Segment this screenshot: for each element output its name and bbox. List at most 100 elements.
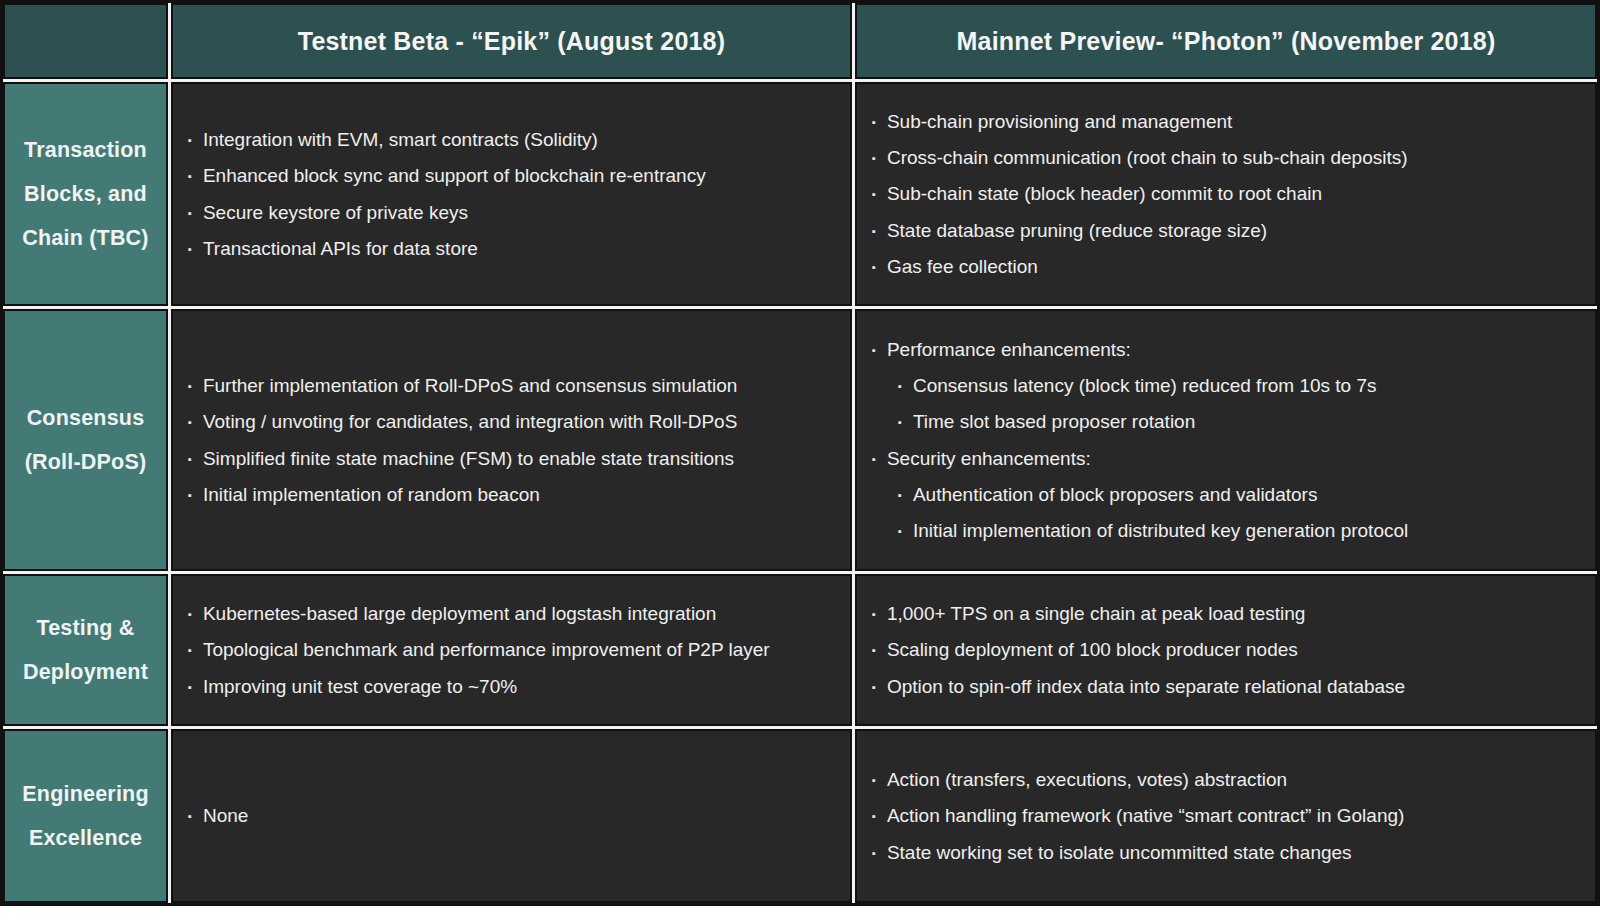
bullet-marker-icon: ▪ [872, 188, 876, 201]
mainnet-cell-engineering: ▪ Action (transfers, executions, votes) a… [855, 729, 1597, 903]
bullet-text: Simplified finite state machine (FSM) to… [203, 447, 734, 470]
row-label-line: Transaction [24, 138, 147, 163]
bullet-text: Improving unit test coverage to ~70% [203, 675, 517, 698]
row-label-line: Consensus [27, 406, 145, 431]
bullet-text: Initial implementation of random beacon [203, 483, 540, 506]
column-header-testnet-beta: Testnet Beta - “Epik” (August 2018) [171, 3, 852, 79]
bullet-item: ▪ Option to spin-off index data into sepa… [872, 675, 1577, 698]
bullet-item: ▪ Action handling framework (native “smar… [872, 804, 1577, 827]
bullet-item: ▪ Kubernetes-based large deployment and l… [188, 602, 832, 625]
bullet-item: ▪ Authentication of block proposers and v… [872, 483, 1577, 506]
bullet-item: ▪ Initial implementation of random beacon [188, 483, 832, 506]
bullet-text: Integration with EVM, smart contracts (S… [203, 128, 598, 151]
bullet-item: ▪ Security enhancements: [872, 447, 1577, 470]
bullet-item: ▪ Voting / unvoting for candidates, and i… [188, 410, 832, 433]
corner-header-cell [3, 3, 168, 79]
bullet-text: Action (transfers, executions, votes) ab… [887, 768, 1287, 791]
bullet-marker-icon: ▪ [898, 416, 902, 429]
bullet-item: ▪ Topological benchmark and performance i… [188, 638, 832, 661]
row-label-consensus: Consensus (Roll-DPoS) [3, 309, 168, 571]
bullet-marker-icon: ▪ [872, 261, 876, 274]
bullet-item: ▪Scaling deployment of 100 block produce… [872, 638, 1577, 661]
testnet-cell-consensus: ▪ Further implementation of Roll-DPoS and… [171, 309, 852, 571]
bullet-marker-icon: ▪ [188, 416, 192, 429]
mainnet-cell-consensus: ▪Performance enhancements:▪Consensus lat… [855, 309, 1597, 571]
bullet-text: Initial implementation of distributed ke… [913, 519, 1408, 542]
bullet-text: Consensus latency (block time) reduced f… [913, 374, 1377, 397]
bullet-marker-icon: ▪ [872, 847, 876, 860]
bullet-marker-icon: ▪ [872, 116, 876, 129]
bullet-marker-icon: ▪ [872, 774, 876, 787]
bullet-marker-icon: ▪ [188, 170, 192, 183]
bullet-text: Sub-chain provisioning and management [887, 110, 1232, 133]
bullet-marker-icon: ▪ [188, 608, 192, 621]
bullet-item: ▪ Simplified finite state machine (FSM) t… [188, 447, 832, 470]
bullet-text: Kubernetes-based large deployment and lo… [203, 602, 716, 625]
bullet-marker-icon: ▪ [188, 380, 192, 393]
bullet-text: Sub-chain state (block header) commit to… [887, 182, 1322, 205]
bullet-text: Authentication of block proposers and va… [913, 483, 1318, 506]
testnet-cell-tbc: ▪ Integration with EVM, smart contracts (… [171, 82, 852, 306]
bullet-marker-icon: ▪ [188, 644, 192, 657]
bullet-marker-icon: ▪ [872, 810, 876, 823]
row-label-tbc: TransactionBlocks, andChain (TBC) [3, 82, 168, 306]
bullet-item: ▪Performance enhancements: [872, 338, 1577, 361]
bullet-item: ▪ Initial implementation of distributed k… [872, 519, 1577, 542]
bullet-marker-icon: ▪ [188, 207, 192, 220]
bullet-item: ▪ Cross-chain communication (root chain t… [872, 146, 1577, 169]
bullet-text: 1,000+ TPS on a single chain at peak loa… [887, 602, 1305, 625]
bullet-marker-icon: ▪ [188, 810, 192, 823]
bullet-marker-icon: ▪ [872, 644, 876, 657]
bullet-text: Cross-chain communication (root chain to… [887, 146, 1408, 169]
bullet-text: Security enhancements: [887, 447, 1091, 470]
bullet-marker-icon: ▪ [188, 681, 192, 694]
bullet-text: Action handling framework (native “smart… [887, 804, 1404, 827]
bullet-marker-icon: ▪ [898, 525, 902, 538]
bullet-marker-icon: ▪ [188, 489, 192, 502]
bullet-item: ▪ Time slot based proposer rotation [872, 410, 1577, 433]
row-label-line: Engineering [22, 782, 148, 807]
bullet-marker-icon: ▪ [188, 243, 192, 256]
page: Testnet Beta - “Epik” (August 2018) Main… [0, 0, 1600, 924]
bullet-text: Enhanced block sync and support of block… [203, 164, 706, 187]
bullet-marker-icon: ▪ [872, 681, 876, 694]
bullet-item: ▪ 1,000+ TPS on a single chain at peak lo… [872, 602, 1577, 625]
bullet-item: ▪ Action (transfers, executions, votes) a… [872, 768, 1577, 791]
bullet-marker-icon: ▪ [898, 380, 902, 393]
bullet-text: Further implementation of Roll-DPoS and … [203, 374, 737, 397]
bullet-text: State database pruning (reduce storage s… [887, 219, 1267, 242]
bullet-marker-icon: ▪ [898, 489, 902, 502]
row-label-line: Chain (TBC) [22, 226, 148, 251]
bullet-text: Secure keystore of private keys [203, 201, 468, 224]
bullet-text: Gas fee collection [887, 255, 1038, 278]
bullet-item: ▪ Consensus latency (block time) reduced … [872, 374, 1577, 397]
bullet-item: ▪ Gas fee collection [872, 255, 1577, 278]
bullet-marker-icon: ▪ [872, 225, 876, 238]
testnet-cell-testing: ▪ Kubernetes-based large deployment and l… [171, 574, 852, 726]
bullet-marker-icon: ▪ [872, 152, 876, 165]
bullet-text: Voting / unvoting for candidates, and in… [203, 410, 737, 433]
bullet-item: ▪ State working set to isolate uncommitte… [872, 841, 1577, 864]
bullet-text: Transactional APIs for data store [203, 237, 478, 260]
bullet-marker-icon: ▪ [872, 344, 876, 357]
bullet-item: ▪ Integration with EVM, smart contracts (… [188, 128, 832, 151]
bullet-text: State working set to isolate uncommitted… [887, 841, 1352, 864]
bullet-marker-icon: ▪ [188, 134, 192, 147]
row-label-line: (Roll-DPoS) [25, 450, 147, 475]
bullet-text: Topological benchmark and performance im… [203, 638, 770, 661]
bullet-item: ▪ State database pruning (reduce storage … [872, 219, 1577, 242]
row-label-line: Deployment [23, 660, 148, 685]
bullet-text: Option to spin-off index data into separ… [887, 675, 1405, 698]
row-label-line: Excellence [29, 826, 142, 851]
row-label-testing: Testing &Deployment [3, 574, 168, 726]
bullet-marker-icon: ▪ [872, 608, 876, 621]
bullet-marker-icon: ▪ [188, 453, 192, 466]
bullet-item: ▪ Sub-chain state (block header) commit t… [872, 182, 1577, 205]
bullet-item: ▪ Secure keystore of private keys [188, 201, 832, 224]
bullet-item: ▪ Transactional APIs for data store [188, 237, 832, 260]
bullet-text: Time slot based proposer rotation [913, 410, 1195, 433]
bullet-marker-icon: ▪ [872, 453, 876, 466]
bullet-item: ▪None [188, 804, 832, 827]
bullet-item: ▪ Sub-chain provisioning and management [872, 110, 1577, 133]
testnet-cell-engineering: ▪None [171, 729, 852, 903]
